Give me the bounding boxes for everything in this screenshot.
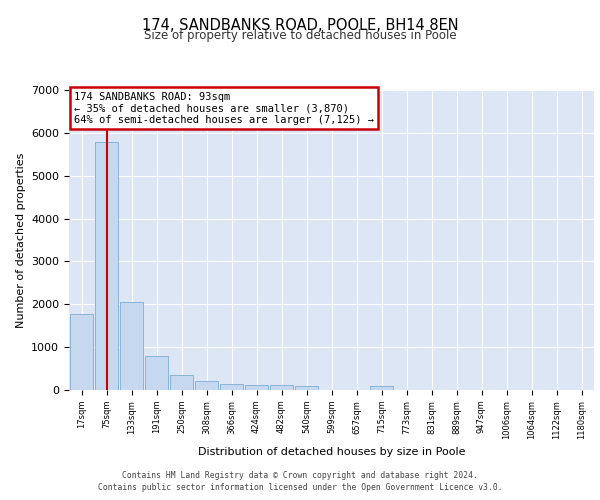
Bar	[170, 375, 193, 390]
Bar	[120, 302, 143, 390]
X-axis label: Distribution of detached houses by size in Poole: Distribution of detached houses by size …	[198, 447, 465, 457]
Bar	[145, 356, 168, 390]
Text: 174 SANDBANKS ROAD: 93sqm
← 35% of detached houses are smaller (3,870)
64% of se: 174 SANDBANKS ROAD: 93sqm ← 35% of detac…	[74, 92, 374, 124]
Y-axis label: Number of detached properties: Number of detached properties	[16, 152, 26, 328]
Text: Contains HM Land Registry data © Crown copyright and database right 2024.
Contai: Contains HM Land Registry data © Crown c…	[98, 471, 502, 492]
Bar	[245, 385, 268, 390]
Bar	[95, 142, 118, 390]
Bar	[295, 386, 318, 390]
Text: Size of property relative to detached houses in Poole: Size of property relative to detached ho…	[143, 29, 457, 42]
Bar	[270, 386, 293, 390]
Bar	[220, 384, 243, 390]
Text: 174, SANDBANKS ROAD, POOLE, BH14 8EN: 174, SANDBANKS ROAD, POOLE, BH14 8EN	[142, 18, 458, 32]
Bar	[195, 381, 218, 390]
Bar	[370, 386, 393, 390]
Bar	[70, 314, 93, 390]
